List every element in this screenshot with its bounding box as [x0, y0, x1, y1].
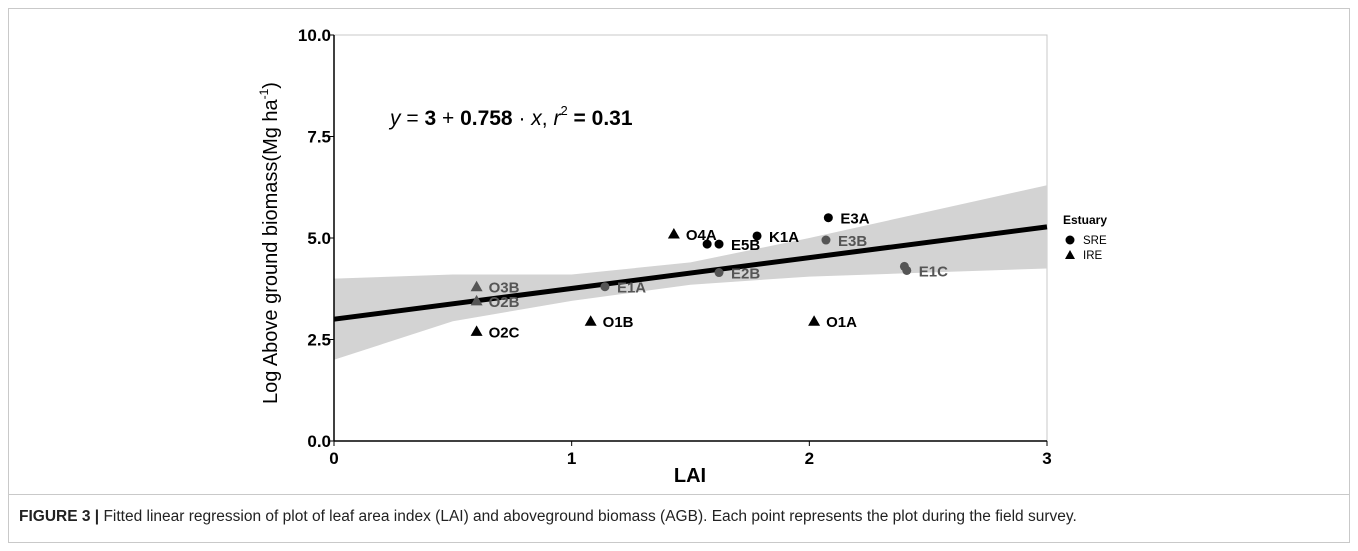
caption-text: Fitted linear regression of plot of leaf… — [103, 508, 1077, 525]
data-point-circle — [823, 213, 833, 223]
data-point-circle — [752, 231, 762, 241]
eq-slope: 0.758 — [460, 107, 513, 130]
data-point-circle — [714, 239, 724, 249]
x-axis-label: LAI — [674, 465, 706, 487]
data-point-circle — [821, 235, 831, 245]
regression-line — [333, 224, 1048, 322]
eq-r: r — [553, 107, 561, 130]
point-label: E1C — [919, 263, 948, 280]
y-axis-label: Log Above ground biomass(Mg ha-1) — [257, 82, 282, 404]
y-axis-label-close: ) — [260, 82, 282, 89]
point-label: O1A — [826, 314, 857, 331]
point-label: O1B — [603, 314, 634, 331]
x-tick-label: 1 — [567, 449, 576, 468]
eq-intercept: 3 — [424, 107, 436, 130]
y-tick-label: 5.0 — [307, 229, 331, 248]
regression-equation: y = 3 + 0.758 · x, r2 = 0.31 — [388, 103, 633, 130]
point-label: O3B — [489, 280, 520, 297]
data-point-triangle — [667, 227, 680, 239]
point-label: E1A — [617, 280, 646, 297]
x-tick-label: 2 — [805, 449, 814, 468]
y-tick-label: 7.5 — [307, 128, 331, 147]
y-axis-label-main: Log Above ground biomass(Mg ha — [260, 98, 282, 404]
data-point-triangle — [470, 325, 483, 336]
data-point-circle — [714, 268, 724, 278]
legend-label-sre: SRE — [1083, 235, 1107, 247]
point-label: O2C — [489, 324, 520, 341]
point-label: O2B — [489, 294, 520, 311]
legend-label-ire: IRE — [1083, 250, 1103, 262]
point-label: E2B — [731, 266, 760, 283]
legend: Estuary SRE IRE — [1063, 213, 1107, 262]
y-tick-label: 2.5 — [307, 331, 331, 350]
data-point-circle — [902, 265, 912, 275]
x-tick-label: 0 — [329, 449, 338, 468]
y-axis-label-sup: -1 — [257, 88, 271, 99]
legend-circle-marker — [1065, 235, 1075, 245]
data-point-triangle — [584, 315, 597, 326]
eq-r-value: 0.31 — [592, 107, 633, 130]
eq-r-sup: 2 — [560, 103, 567, 118]
caption-divider — [9, 494, 1349, 495]
y-tick-label: 10.0 — [298, 26, 331, 45]
point-label: E3A — [840, 211, 869, 228]
data-point-triangle — [808, 315, 821, 326]
data-point-triangle — [470, 294, 483, 306]
point-label: E5B — [731, 237, 760, 254]
x-tick-label: 3 — [1042, 449, 1051, 468]
data-point-circle — [600, 282, 610, 292]
eq-x: x — [530, 107, 543, 130]
point-label: K1A — [769, 229, 799, 246]
legend-title: Estuary — [1063, 213, 1107, 227]
point-label: O4A — [686, 227, 717, 244]
data-point-triangle — [470, 280, 483, 292]
point-label: E3B — [838, 233, 867, 250]
data-point-circle — [702, 239, 712, 249]
legend-triangle-marker — [1065, 250, 1075, 259]
caption-label: FIGURE 3 | — [19, 508, 100, 525]
y-tick-label: 0.0 — [307, 432, 331, 451]
figure-caption: FIGURE 3 | Fitted linear regression of p… — [19, 508, 1339, 526]
eq-y: y — [388, 107, 402, 130]
figure-frame: 0 1 2 3 0.0 2.5 5.0 7.5 10.0 O3B O2B O2C O1B E1A O4A E… — [8, 8, 1350, 543]
